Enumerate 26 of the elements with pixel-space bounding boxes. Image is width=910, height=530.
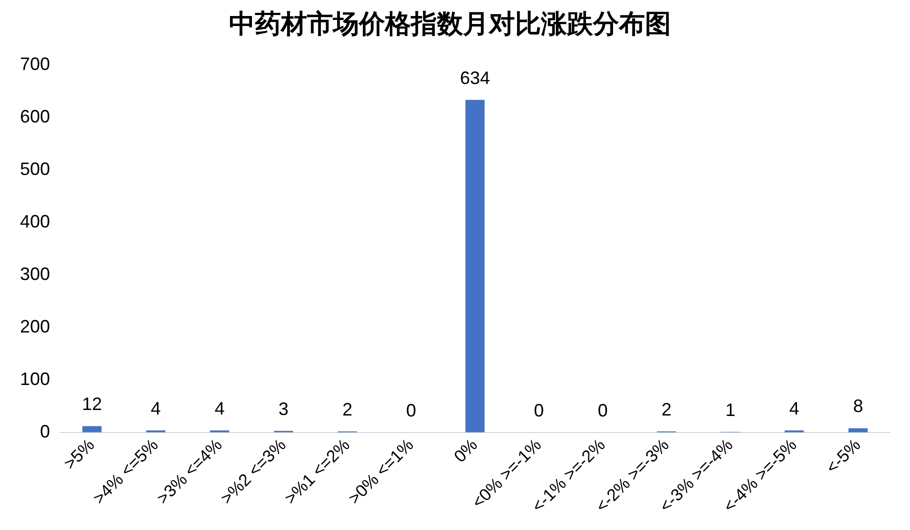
data-label: 0 xyxy=(598,400,608,420)
y-tick-label: 0 xyxy=(40,421,50,442)
y-tick-label: 300 xyxy=(20,264,50,284)
data-label: 2 xyxy=(662,399,672,420)
data-label: 1 xyxy=(725,400,736,420)
data-label: 8 xyxy=(853,396,864,416)
y-tick-label: 400 xyxy=(20,212,50,232)
data-label: 4 xyxy=(789,398,800,418)
y-tick-label: 200 xyxy=(20,316,50,336)
data-label: 0 xyxy=(534,400,544,420)
y-tick-label: 500 xyxy=(20,159,50,180)
y-tick-label: 600 xyxy=(20,106,50,127)
data-label: 634 xyxy=(460,68,490,88)
bar xyxy=(848,428,868,432)
x-tick-label: 0% xyxy=(450,435,482,466)
data-label: 12 xyxy=(82,394,102,414)
bar xyxy=(465,100,485,432)
bar xyxy=(82,426,102,432)
y-tick-label: 100 xyxy=(20,368,50,389)
data-label: 0 xyxy=(406,400,416,420)
data-label: 4 xyxy=(150,398,161,418)
chart-title: 中药材市场价格指数月对比涨跌分布图 xyxy=(229,9,671,40)
data-label: 2 xyxy=(342,399,352,420)
y-tick-label: 700 xyxy=(20,54,50,74)
data-label: 4 xyxy=(214,398,225,418)
data-label: 3 xyxy=(278,398,288,419)
